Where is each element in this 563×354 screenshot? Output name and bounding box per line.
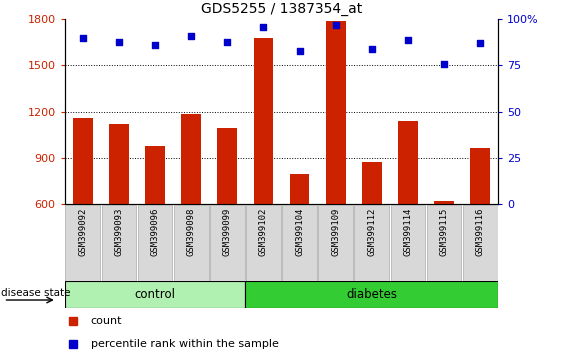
FancyBboxPatch shape — [463, 205, 498, 281]
FancyBboxPatch shape — [65, 205, 100, 281]
Point — [150, 42, 159, 48]
Text: control: control — [135, 288, 176, 301]
FancyBboxPatch shape — [101, 205, 136, 281]
Text: GSM399096: GSM399096 — [150, 207, 159, 256]
Text: GSM399092: GSM399092 — [78, 207, 87, 256]
Bar — [253, 38, 274, 204]
Text: GSM399099: GSM399099 — [223, 207, 232, 256]
Text: GSM399098: GSM399098 — [187, 207, 196, 256]
Bar — [326, 21, 346, 204]
Text: percentile rank within the sample: percentile rank within the sample — [91, 339, 279, 349]
Bar — [145, 146, 165, 204]
FancyBboxPatch shape — [245, 281, 498, 308]
FancyBboxPatch shape — [138, 205, 172, 281]
Text: GSM399114: GSM399114 — [404, 207, 413, 256]
FancyBboxPatch shape — [65, 281, 245, 308]
FancyBboxPatch shape — [427, 205, 462, 281]
Point — [404, 37, 413, 42]
Point — [331, 22, 340, 28]
Point — [187, 33, 196, 39]
FancyBboxPatch shape — [210, 205, 245, 281]
Bar — [398, 121, 418, 204]
Text: GSM399116: GSM399116 — [476, 207, 485, 256]
Bar — [362, 162, 382, 204]
FancyBboxPatch shape — [174, 205, 208, 281]
Text: diabetes: diabetes — [346, 288, 397, 301]
Point — [367, 46, 376, 52]
Point — [259, 24, 268, 30]
Point — [440, 61, 449, 67]
Bar — [289, 175, 310, 204]
Title: GDS5255 / 1387354_at: GDS5255 / 1387354_at — [201, 2, 362, 16]
FancyBboxPatch shape — [246, 205, 281, 281]
FancyBboxPatch shape — [282, 205, 317, 281]
Bar — [470, 148, 490, 204]
Bar — [109, 124, 129, 204]
Point — [114, 39, 123, 44]
Bar — [434, 201, 454, 204]
Text: GSM399104: GSM399104 — [295, 207, 304, 256]
FancyBboxPatch shape — [391, 205, 425, 281]
Text: disease state: disease state — [1, 288, 70, 298]
Point — [223, 39, 232, 44]
Point — [476, 41, 485, 46]
Text: GSM399102: GSM399102 — [259, 207, 268, 256]
Bar — [181, 114, 201, 204]
Bar — [217, 129, 237, 204]
Text: GSM399109: GSM399109 — [331, 207, 340, 256]
FancyBboxPatch shape — [355, 205, 389, 281]
Text: count: count — [91, 316, 122, 326]
Text: GSM399115: GSM399115 — [440, 207, 449, 256]
Text: GSM399093: GSM399093 — [114, 207, 123, 256]
Point — [295, 48, 304, 53]
Bar — [73, 118, 93, 204]
FancyBboxPatch shape — [318, 205, 353, 281]
Text: GSM399112: GSM399112 — [367, 207, 376, 256]
Point — [78, 35, 87, 41]
